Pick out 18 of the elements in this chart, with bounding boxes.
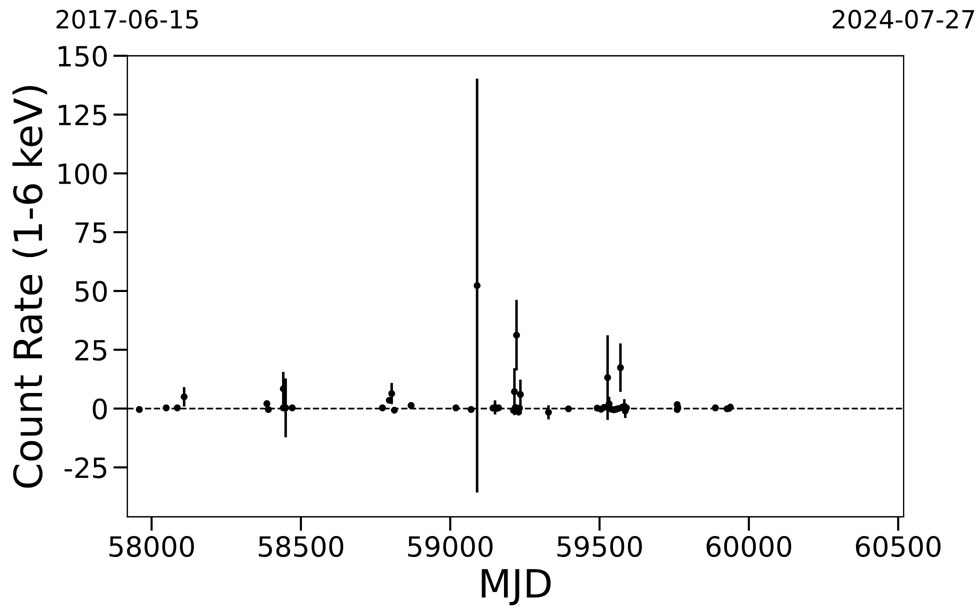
y-tick-label: 100 bbox=[58, 163, 107, 184]
x-tick-label: 60500 bbox=[856, 536, 941, 558]
y-tick-label: -25 bbox=[64, 457, 106, 478]
x-axis-title: MJD bbox=[482, 569, 551, 606]
x-tick-label: 58000 bbox=[110, 536, 194, 558]
y-tick-label: 125 bbox=[58, 104, 106, 126]
y-tick-label: 150 bbox=[58, 46, 107, 67]
x-tick-label: 58500 bbox=[258, 536, 344, 558]
x-tick-label: 59000 bbox=[408, 536, 493, 558]
y-axis-title: Count Rate (1-6 keV) bbox=[12, 86, 48, 488]
x-tick-label: 60000 bbox=[706, 536, 792, 558]
y-tick-label: 25 bbox=[75, 340, 106, 361]
y-tick-label: 0 bbox=[92, 398, 107, 420]
y-tick-label: 50 bbox=[75, 280, 107, 302]
x-tick-label: 59500 bbox=[558, 536, 642, 558]
y-tick-label: 75 bbox=[76, 222, 106, 244]
x2-tick-label: 2017-06-15 bbox=[56, 10, 198, 29]
x2-tick-label: 2024-07-27 bbox=[832, 10, 974, 29]
